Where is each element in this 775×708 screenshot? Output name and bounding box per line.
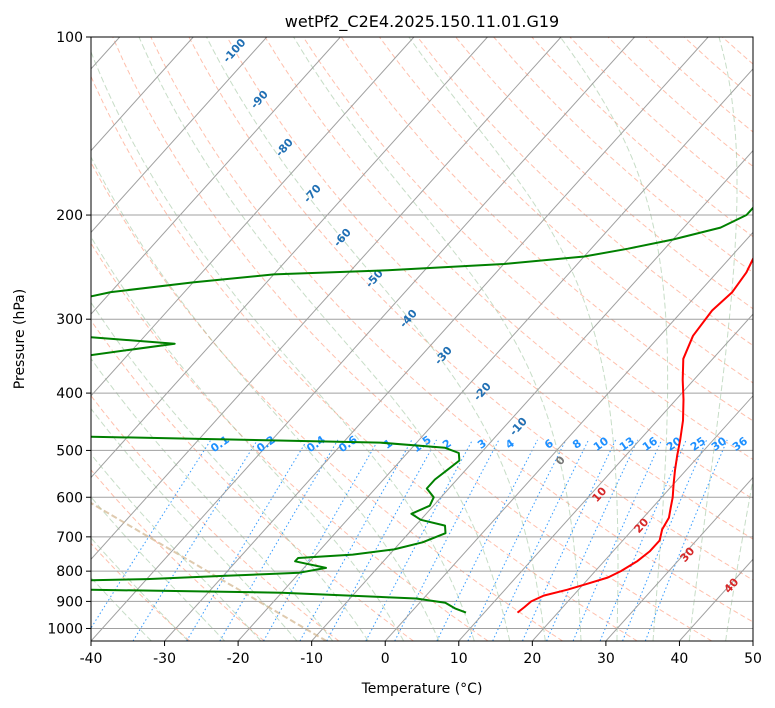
isotherm xyxy=(91,37,194,152)
moist-adiabat xyxy=(206,37,546,641)
y-tick-label: 800 xyxy=(56,564,83,580)
moist-adiabat xyxy=(91,407,298,641)
moist-adiabat xyxy=(725,477,753,641)
dewpoint-profile xyxy=(91,206,753,614)
y-axis-label: Pressure (hPa) xyxy=(12,289,28,389)
moist-adiabat xyxy=(91,496,225,641)
isotherm xyxy=(237,68,753,641)
moist-adiabat xyxy=(688,37,738,641)
y-tick-label: 100 xyxy=(56,30,83,46)
x-tick-label: 50 xyxy=(744,651,762,667)
isotherm xyxy=(531,395,753,641)
moist-adiabat xyxy=(293,37,582,641)
moist-adiabat xyxy=(91,235,405,641)
x-tick-label: 0 xyxy=(381,651,390,667)
x-tick-label: 10 xyxy=(450,651,468,667)
x-tick-label: -10 xyxy=(300,651,323,667)
dry-adiabat xyxy=(91,242,489,641)
mixing-ratio-line xyxy=(219,439,339,641)
y-tick-label: 200 xyxy=(56,208,83,224)
mixing-ratio-line xyxy=(546,439,639,641)
mixing-ratio-line xyxy=(132,439,258,641)
y-tick-label: 1000 xyxy=(47,621,83,637)
isotherm xyxy=(91,37,635,641)
profile-lines xyxy=(91,206,753,614)
y-tick-label: 400 xyxy=(56,386,83,402)
isotherm xyxy=(605,476,753,641)
moist-adiabat xyxy=(408,37,619,641)
mixing-ratio-line xyxy=(599,439,687,641)
isotherm xyxy=(384,231,753,641)
dry-adiabat xyxy=(150,37,753,623)
isotherm xyxy=(91,37,268,234)
isotherm xyxy=(311,149,753,641)
dry-adiabat xyxy=(417,37,753,347)
moist-adiabat xyxy=(138,37,511,641)
moist-adiabat xyxy=(91,576,152,641)
x-axis: -40 -30 -20 -10 0 10 20 30 40 50 xyxy=(80,641,762,667)
moist-adiabat xyxy=(91,453,262,641)
y-tick-label: 900 xyxy=(56,594,83,610)
x-tick-label: -40 xyxy=(80,651,103,667)
dry-adiabat xyxy=(91,161,563,641)
x-tick-label: -20 xyxy=(227,651,250,667)
x-axis-label: Temperature (°C) xyxy=(361,681,483,697)
isotherm xyxy=(91,37,341,315)
y-axis: 100 200 300 400 500 600 700 800 900 1000 xyxy=(47,30,91,637)
dry-adiabat xyxy=(112,37,713,641)
dry-adiabat xyxy=(91,75,638,641)
lcl-curve xyxy=(91,501,327,641)
x-tick-label: 30 xyxy=(597,651,615,667)
y-tick-label: 500 xyxy=(56,443,83,459)
y-tick-label: 700 xyxy=(56,530,83,546)
mixing-ratio-line xyxy=(572,439,663,641)
dry-adiabat xyxy=(455,37,753,310)
temperature-profile xyxy=(516,256,753,614)
isotherm xyxy=(164,37,709,641)
mixing-ratio-line xyxy=(91,439,212,629)
mixing-ratio-line xyxy=(326,439,437,641)
moist-adiabat xyxy=(559,37,669,641)
moist-adiabat xyxy=(91,301,369,641)
y-tick-label: 600 xyxy=(56,490,83,506)
y-tick-label: 300 xyxy=(56,312,83,328)
isotherm xyxy=(91,37,562,561)
isotherm xyxy=(91,37,415,397)
x-tick-label: 20 xyxy=(523,651,541,667)
moist-adiabat xyxy=(91,357,334,641)
plot-frame xyxy=(90,36,754,642)
chart-title: wetPf2_C2E4.2025.150.11.01.G19 xyxy=(285,12,559,32)
dry-adiabat xyxy=(302,37,753,461)
dry-adiabat xyxy=(340,37,753,422)
mixing-ratio-line xyxy=(299,439,413,641)
isotherm xyxy=(91,37,488,479)
mixing-ratio-line xyxy=(436,439,538,641)
moist-adiabat xyxy=(91,537,189,641)
moist-adiabat xyxy=(91,50,475,641)
mixing-ratio-line xyxy=(263,439,379,641)
dry-adiabat xyxy=(91,469,265,641)
mixing-ratio-line xyxy=(186,439,308,641)
x-tick-label: 40 xyxy=(671,651,689,667)
mixing-ratio-line xyxy=(522,439,617,641)
dry-adiabat xyxy=(188,37,753,581)
x-tick-label: -30 xyxy=(153,651,176,667)
isotherm xyxy=(458,313,753,641)
